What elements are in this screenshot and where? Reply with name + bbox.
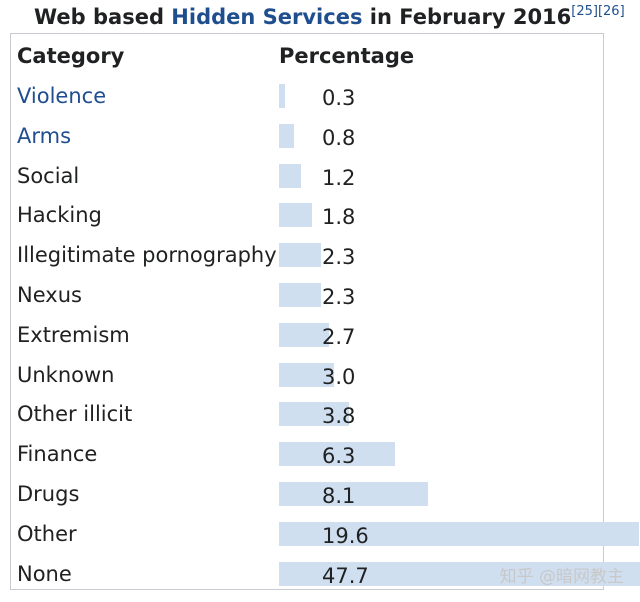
bar-arms	[279, 123, 294, 148]
watermark: 知乎 @暗网教主	[499, 567, 624, 587]
bar-violence	[279, 84, 285, 108]
bar-illegitimate-pornography	[279, 243, 322, 268]
bar-other-illicit	[279, 402, 349, 427]
caption-prefix: Web based	[34, 5, 164, 29]
value-label-none: 47.7	[322, 563, 369, 588]
category-label-finance: Finance	[17, 442, 98, 467]
category-label-extremism: Extremism	[17, 322, 130, 347]
category-label-arms[interactable]: Arms	[17, 123, 72, 148]
value-label-violence: 0.3	[322, 86, 356, 110]
value-label-nexus: 2.3	[322, 285, 356, 309]
value-label-social: 1.2	[322, 165, 356, 190]
table-caption: Web based Hidden Services in February 20…	[34, 4, 625, 29]
hidden-services-link[interactable]: Hidden Services	[171, 5, 363, 29]
bar-hacking	[279, 203, 313, 228]
bar-social	[279, 163, 302, 188]
category-label-unknown: Unknown	[17, 362, 115, 387]
category-header: Category	[17, 44, 125, 68]
category-label-social: Social	[17, 163, 80, 188]
category-label-nexus: Nexus	[17, 283, 82, 307]
category-label-other-illicit: Other illicit	[17, 402, 133, 427]
bar-none	[279, 561, 640, 586]
value-label-hacking: 1.8	[322, 205, 356, 230]
value-label-finance: 6.3	[322, 444, 356, 469]
percentage-header: Percentage	[279, 44, 415, 68]
category-label-none: None	[17, 561, 72, 586]
chart-table	[10, 33, 604, 590]
reference-links[interactable]: [25][26]	[571, 4, 625, 19]
bar-nexus	[279, 283, 322, 307]
value-label-arms: 0.8	[322, 125, 356, 150]
value-label-other-illicit: 3.8	[322, 404, 356, 429]
category-label-drugs: Drugs	[17, 482, 80, 506]
category-label-other: Other	[17, 521, 77, 546]
bar-finance	[279, 442, 395, 467]
value-label-illegitimate-pornography: 2.3	[322, 245, 356, 270]
category-label-illegitimate-pornography: Illegitimate pornography	[17, 243, 277, 268]
bar-extremism	[279, 322, 329, 347]
category-label-violence[interactable]: Violence	[17, 84, 107, 108]
value-label-drugs: 8.1	[322, 484, 356, 508]
bar-unknown	[279, 362, 335, 387]
bar-other	[279, 521, 639, 546]
caption-suffix: in February 2016	[369, 5, 572, 29]
value-label-unknown: 3.0	[322, 364, 356, 389]
bar-drugs	[279, 482, 428, 506]
value-label-extremism: 2.7	[322, 324, 356, 349]
value-label-other: 19.6	[322, 523, 369, 548]
category-label-hacking: Hacking	[17, 203, 102, 228]
